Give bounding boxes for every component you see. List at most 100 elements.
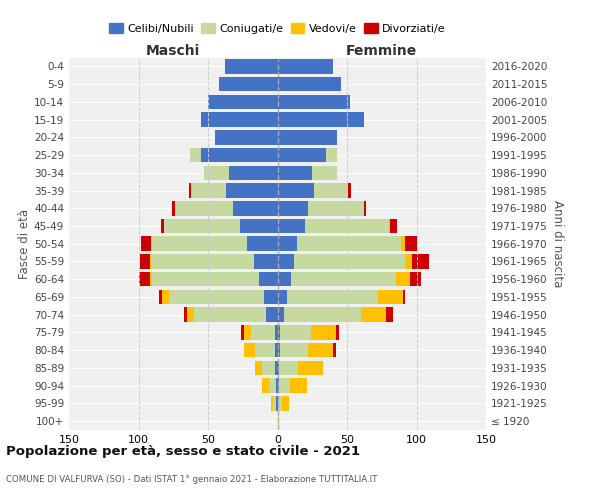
Bar: [269, 378, 277, 393]
Bar: [277, 343, 280, 357]
Bar: [201, 112, 277, 127]
Bar: [277, 218, 390, 234]
Bar: [277, 378, 290, 393]
Bar: [277, 112, 364, 127]
Bar: [277, 325, 338, 340]
Bar: [277, 201, 308, 216]
Bar: [277, 414, 279, 428]
Bar: [277, 308, 284, 322]
Bar: [151, 236, 277, 251]
Bar: [277, 290, 287, 304]
Bar: [277, 290, 377, 304]
Bar: [277, 130, 337, 144]
Bar: [277, 308, 386, 322]
Bar: [215, 130, 277, 144]
Bar: [271, 396, 277, 410]
Text: Popolazione per età, sesso e stato civile - 2021: Popolazione per età, sesso e stato civil…: [6, 445, 360, 458]
Bar: [259, 272, 277, 286]
Bar: [219, 77, 277, 92]
Bar: [208, 94, 277, 109]
Bar: [224, 59, 277, 74]
Bar: [277, 272, 421, 286]
Bar: [277, 254, 294, 269]
Bar: [277, 360, 323, 375]
Bar: [277, 130, 337, 144]
Bar: [277, 184, 314, 198]
Bar: [277, 112, 364, 127]
Bar: [161, 218, 277, 234]
Bar: [219, 77, 277, 92]
Bar: [262, 378, 277, 393]
Bar: [277, 272, 410, 286]
Bar: [277, 77, 341, 92]
Bar: [204, 166, 277, 180]
Bar: [224, 59, 277, 74]
Bar: [275, 360, 277, 375]
Bar: [190, 148, 277, 162]
Bar: [277, 378, 307, 393]
Bar: [224, 59, 277, 74]
Bar: [271, 396, 277, 410]
Bar: [277, 77, 341, 92]
Bar: [226, 184, 277, 198]
Bar: [141, 236, 277, 251]
Bar: [277, 360, 279, 375]
Bar: [277, 236, 297, 251]
Bar: [277, 148, 337, 162]
Bar: [277, 184, 351, 198]
Text: Maschi: Maschi: [146, 44, 200, 58]
Bar: [277, 148, 337, 162]
Bar: [162, 290, 277, 304]
Bar: [191, 184, 277, 198]
Bar: [244, 343, 277, 357]
Bar: [277, 325, 311, 340]
Bar: [277, 166, 312, 180]
Bar: [139, 272, 277, 286]
Bar: [277, 378, 307, 393]
Bar: [160, 290, 277, 304]
Bar: [244, 343, 277, 357]
Bar: [208, 94, 277, 109]
Bar: [277, 343, 333, 357]
Bar: [277, 272, 395, 286]
Bar: [277, 360, 298, 375]
Bar: [277, 184, 349, 198]
Bar: [277, 236, 401, 251]
Bar: [233, 201, 277, 216]
Bar: [255, 360, 277, 375]
Bar: [151, 254, 277, 269]
Bar: [255, 343, 277, 357]
Bar: [255, 360, 277, 375]
Bar: [277, 166, 337, 180]
Bar: [277, 290, 406, 304]
Bar: [277, 218, 397, 234]
Bar: [277, 94, 350, 109]
Text: COMUNE DI VALFURVA (SO) - Dati ISTAT 1° gennaio 2021 - Elaborazione TUTTITALIA.I: COMUNE DI VALFURVA (SO) - Dati ISTAT 1° …: [6, 476, 377, 484]
Bar: [204, 166, 277, 180]
Bar: [277, 112, 364, 127]
Bar: [188, 184, 277, 198]
Bar: [276, 378, 277, 393]
Bar: [277, 148, 326, 162]
Bar: [277, 414, 279, 428]
Bar: [262, 360, 277, 375]
Bar: [277, 77, 341, 92]
Bar: [140, 254, 277, 269]
Bar: [219, 77, 277, 92]
Bar: [277, 396, 289, 410]
Bar: [275, 343, 277, 357]
Bar: [277, 290, 403, 304]
Bar: [263, 290, 277, 304]
Bar: [229, 166, 277, 180]
Bar: [277, 325, 280, 340]
Bar: [277, 166, 337, 180]
Bar: [224, 59, 277, 74]
Bar: [149, 272, 277, 286]
Bar: [277, 396, 289, 410]
Bar: [244, 325, 277, 340]
Bar: [277, 396, 281, 410]
Bar: [201, 112, 277, 127]
Bar: [277, 166, 337, 180]
Bar: [277, 308, 361, 322]
Bar: [240, 218, 277, 234]
